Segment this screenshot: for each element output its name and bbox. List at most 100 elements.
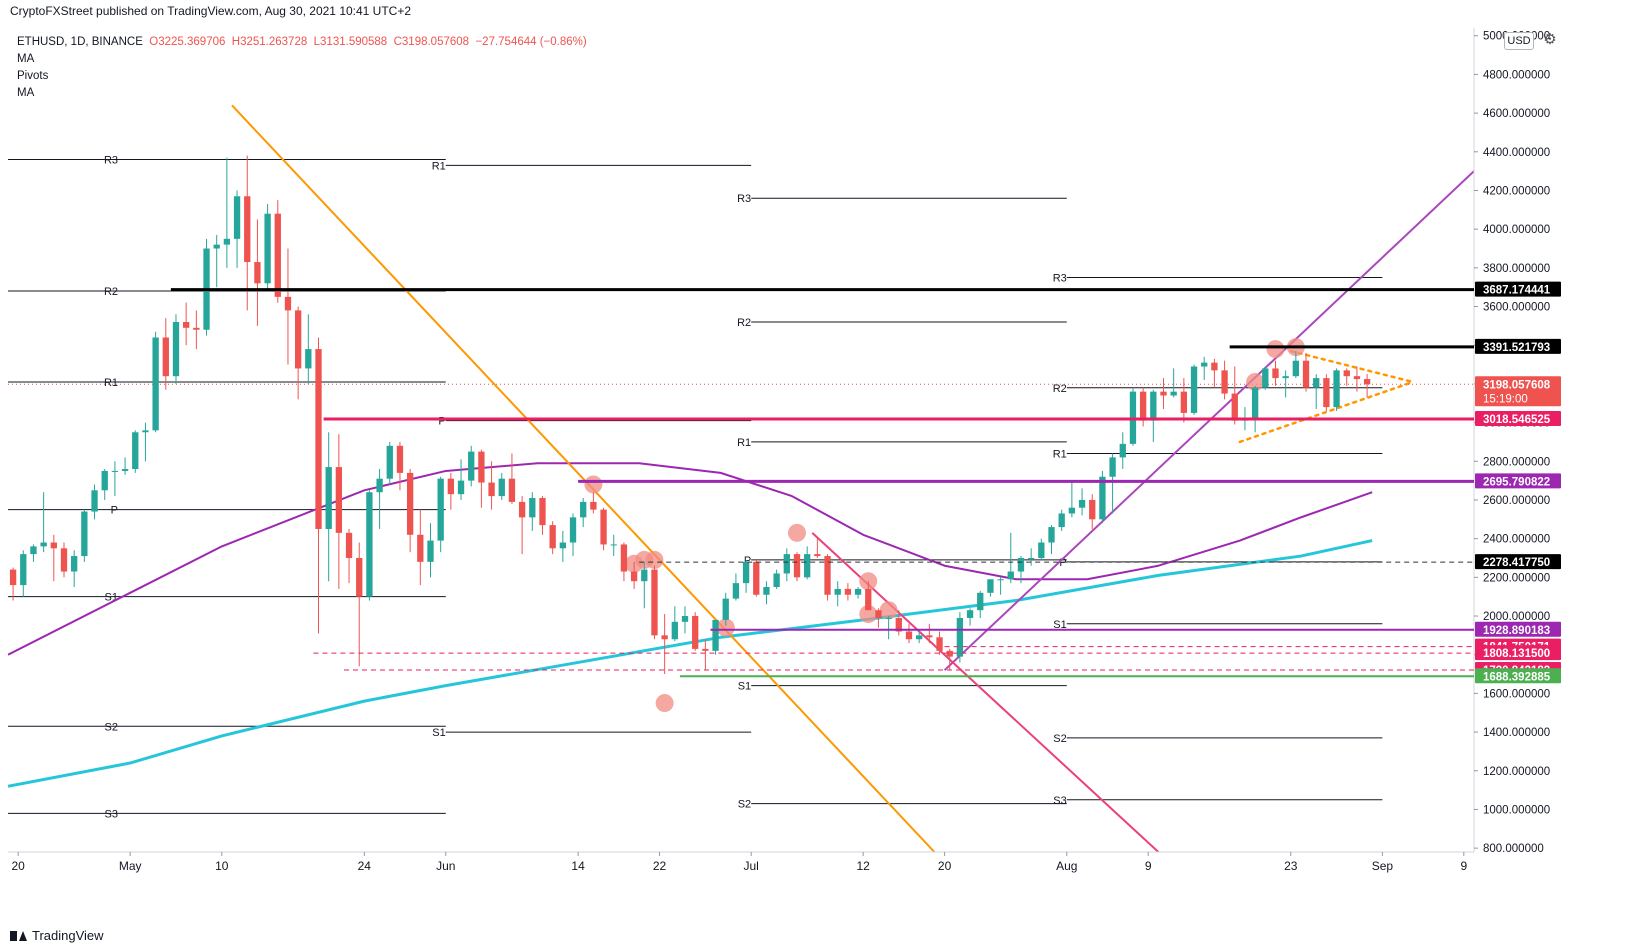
candle-body <box>50 542 57 549</box>
pivot-label: R2 <box>737 317 751 329</box>
pivot-label: R3 <box>1053 273 1067 285</box>
highlight-marker <box>1266 340 1285 359</box>
candle-body <box>905 631 913 640</box>
trendline <box>231 104 936 852</box>
settings-gear-icon[interactable]: ⚙ <box>1543 31 1557 48</box>
candle-body <box>722 598 729 620</box>
y-tick-label: 2200.000000 <box>1483 572 1550 584</box>
y-tick-label: 1200.000000 <box>1483 766 1550 778</box>
candle-body <box>213 244 220 249</box>
candle-body <box>793 554 801 578</box>
plot-area: R3R2R1PS1S2S3R1PS1R3R2R1PS1S2R3R2R1PS1S2… <box>8 104 1474 852</box>
candle-body <box>641 569 648 582</box>
candle-body <box>1027 557 1035 559</box>
candle-body <box>437 478 444 541</box>
candle-body <box>1180 391 1188 413</box>
x-tick-label: May <box>119 859 142 873</box>
candle-body <box>773 573 780 588</box>
candle-body <box>1333 370 1340 408</box>
candle-body <box>987 579 994 593</box>
indicator-ma-2[interactable]: MA <box>17 87 35 99</box>
ohlc-low: L3131.590588 <box>313 36 388 48</box>
candle-body <box>1109 457 1116 477</box>
candle-body <box>1272 368 1279 379</box>
candle-body <box>671 621 678 640</box>
candle-body <box>244 196 251 263</box>
candle-body <box>824 556 831 595</box>
candle-body <box>30 546 37 555</box>
pivot-label: R3 <box>104 155 118 167</box>
pivot-label: R2 <box>104 286 118 298</box>
highlight-marker <box>716 618 735 637</box>
candle-body <box>142 430 149 433</box>
pivot-label: P <box>744 555 751 567</box>
x-tick-label: 24 <box>358 859 372 873</box>
currency-button[interactable]: USD <box>1504 32 1534 50</box>
ohlc-open: O3225.369706 <box>149 36 226 48</box>
highlight-marker <box>584 475 603 494</box>
candle-body <box>162 337 169 377</box>
candle-body <box>478 451 485 483</box>
candle-body <box>335 467 343 533</box>
x-tick-label: 9 <box>1460 859 1467 873</box>
candle-body <box>111 470 119 472</box>
candle-body <box>1353 376 1361 380</box>
indicator-ma-1[interactable]: MA <box>17 53 35 65</box>
level-badge-text: 1808.131500 <box>1483 648 1550 660</box>
x-tick-label: 20 <box>12 859 26 873</box>
candle-body <box>1201 362 1208 367</box>
candle-body <box>630 571 638 582</box>
candle-body <box>1313 378 1320 388</box>
level-badge-text: 2278.417750 <box>1483 557 1550 569</box>
pivot-label: S1 <box>432 727 445 739</box>
candle-body <box>1089 499 1096 520</box>
candle-body <box>223 238 231 245</box>
candle-body <box>702 648 709 651</box>
level-badge-bg <box>1475 411 1561 427</box>
candle-body <box>936 637 943 651</box>
candle-body <box>1363 379 1371 385</box>
candle-body <box>356 557 363 597</box>
highlight-marker <box>645 550 664 569</box>
candle-body <box>1343 370 1350 377</box>
y-tick-label: 4200.000000 <box>1483 185 1550 197</box>
level-badge-text: 3687.174441 <box>1483 285 1551 297</box>
x-tick-label: 22 <box>653 859 667 873</box>
candle-body <box>1068 507 1076 514</box>
y-tick-label: 2400.000000 <box>1483 534 1550 546</box>
indicator-pivots[interactable]: Pivots <box>17 70 49 82</box>
y-tick-label: 3600.000000 <box>1483 302 1550 314</box>
y-tick-label: 4800.000000 <box>1483 69 1550 81</box>
candle-body <box>457 480 465 495</box>
tradingview-brand[interactable]: TradingView <box>10 928 104 943</box>
pivot-label: R2 <box>1053 383 1067 395</box>
pivot-label: R1 <box>104 377 118 389</box>
pivot-label: S2 <box>1053 733 1066 745</box>
candle-body <box>274 213 281 297</box>
symbol-label[interactable]: ETHUSD, 1D, BINANCE <box>17 36 143 48</box>
candle-body <box>580 501 587 518</box>
candle-body <box>60 548 68 572</box>
candle-body <box>1211 362 1218 371</box>
level-badge-text: 1688.392885 <box>1483 671 1551 683</box>
level-badge-bg <box>1475 338 1561 354</box>
candle-body <box>498 478 505 497</box>
candle-body <box>1170 391 1177 396</box>
current-price-badge-countdown: 15:19:00 <box>1483 393 1528 405</box>
level-badge-text: 2695.790822 <box>1483 476 1550 488</box>
level-badge-bg <box>1475 473 1561 489</box>
candle-body <box>1292 360 1299 377</box>
candle-body <box>732 583 740 599</box>
candle-body <box>1058 513 1065 528</box>
candle-body <box>681 616 689 622</box>
candle-body <box>865 588 872 611</box>
candle-body <box>152 337 159 431</box>
candle-body <box>539 498 546 526</box>
candle-body <box>916 635 923 640</box>
candle-body <box>132 432 139 470</box>
x-tick-label: 12 <box>856 859 870 873</box>
candle-body <box>1231 393 1238 421</box>
pivot-label: S3 <box>105 808 118 820</box>
candle-body <box>895 617 902 632</box>
